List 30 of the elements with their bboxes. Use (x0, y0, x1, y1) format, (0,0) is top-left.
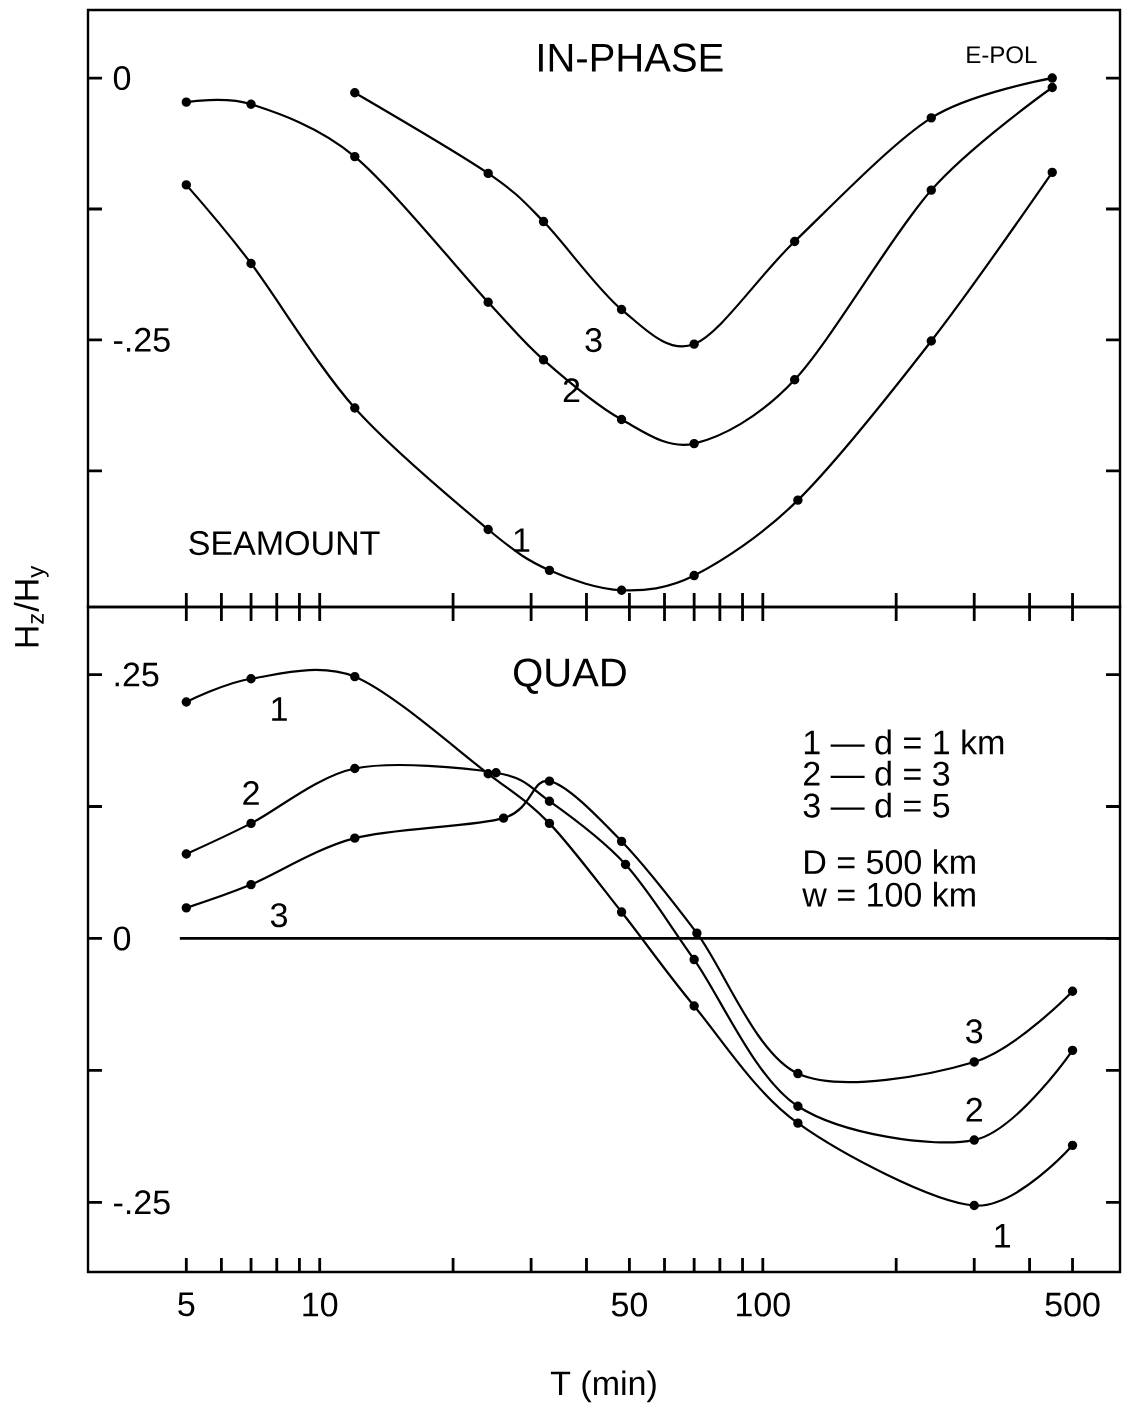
x-tick-label: 500 (1045, 1292, 1100, 1317)
annotation: 2 — d = 3 (804, 760, 950, 786)
x-axis-title: T (min) (550, 1370, 656, 1403)
annotation: w = 100 km (802, 881, 975, 907)
y-tick-label: 0 (113, 926, 131, 951)
series-label: 1 (995, 1224, 1011, 1248)
text: 3 (270, 903, 287, 928)
annotation: 3 — d = 5 (803, 792, 950, 818)
series-label: 3 (585, 328, 602, 353)
series-label: 1 (514, 528, 530, 552)
y-tick-label: .25 (115, 662, 159, 687)
text: 1 (272, 697, 287, 721)
x-tick-label: 5 (178, 1292, 195, 1317)
y-tick-label: -.25 (114, 1190, 170, 1215)
annotation: D = 500 km (805, 849, 975, 875)
y-axis-title: H$_{z}$/H$_{y}$ (13, 565, 49, 647)
text: 2 (966, 1097, 982, 1122)
y-tick-label: -.25 (114, 327, 170, 352)
annotation: E-POL (967, 46, 1037, 64)
text: IN-PHASE (539, 43, 723, 72)
series-label: 2 (243, 781, 259, 805)
x-tick-label: 50 (611, 1292, 648, 1317)
text: QUAD (514, 658, 626, 694)
annotation: 1 — d = 1 km (804, 729, 1004, 755)
series-label: 2 (563, 378, 580, 403)
x-tick-label: 10 (303, 1292, 338, 1317)
series-label: 3 (966, 1019, 983, 1044)
y-tick-label: 0 (113, 66, 131, 91)
x-tick-label: 100 (737, 1292, 790, 1317)
annotation: SEAMOUNT (189, 531, 380, 556)
